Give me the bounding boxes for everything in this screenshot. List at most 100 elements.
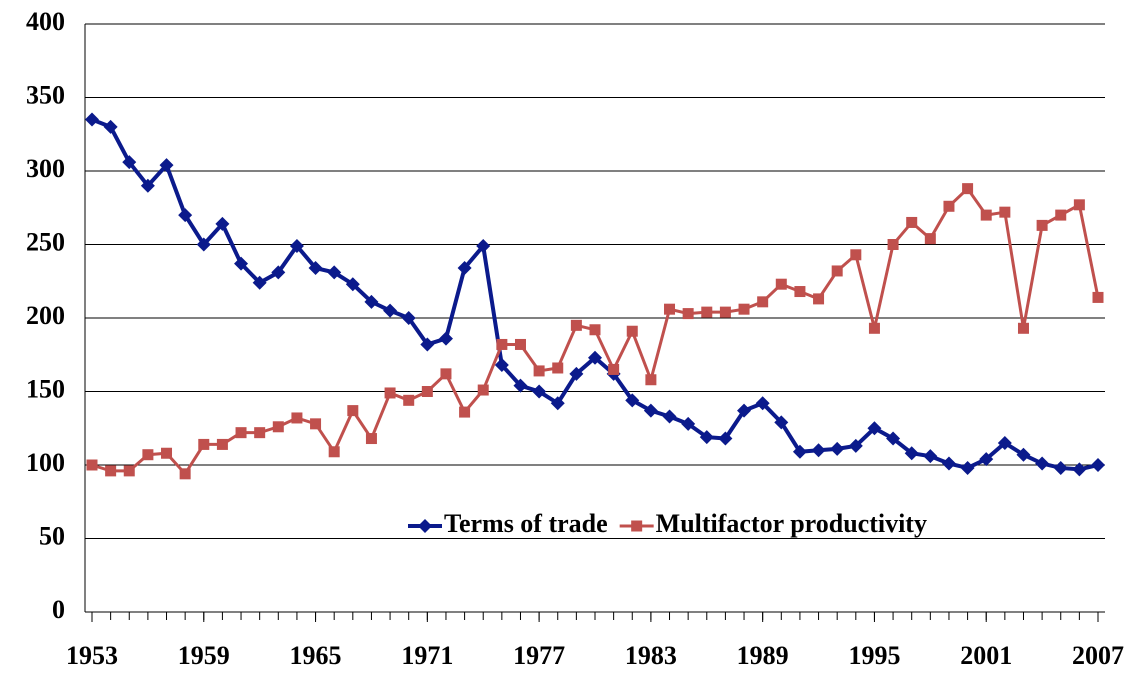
marker: [589, 324, 601, 336]
marker: [105, 465, 117, 477]
marker: [438, 331, 453, 346]
y-tick-label: 300: [26, 154, 65, 183]
marker: [476, 238, 491, 253]
marker: [867, 421, 882, 436]
marker: [830, 441, 845, 456]
marker: [941, 456, 956, 471]
marker: [923, 449, 938, 464]
marker: [457, 261, 472, 276]
marker: [86, 459, 98, 471]
marker: [440, 368, 452, 380]
marker: [234, 256, 249, 271]
marker: [699, 430, 714, 445]
marker: [308, 261, 323, 276]
marker: [365, 433, 377, 445]
marker: [291, 412, 303, 424]
marker: [235, 427, 247, 439]
x-tick-label: 1977: [513, 641, 565, 670]
marker: [701, 306, 713, 318]
marker: [289, 238, 304, 253]
marker: [906, 216, 918, 228]
marker: [999, 206, 1011, 218]
y-tick-label: 350: [26, 80, 65, 109]
marker: [123, 465, 135, 477]
marker: [664, 303, 676, 315]
marker: [924, 233, 936, 245]
marker: [496, 338, 508, 350]
x-tick-label: 2001: [960, 641, 1012, 670]
marker: [626, 325, 638, 337]
y-tick-label: 150: [26, 374, 65, 403]
marker: [681, 416, 696, 431]
marker: [848, 438, 863, 453]
marker: [384, 387, 396, 399]
marker: [813, 293, 825, 305]
marker: [494, 358, 509, 373]
marker: [643, 403, 658, 418]
marker: [997, 435, 1012, 450]
marker: [792, 444, 807, 459]
marker: [904, 446, 919, 461]
legend-marker: [631, 520, 643, 532]
marker: [886, 431, 901, 446]
x-tick-label: 1995: [848, 641, 900, 670]
marker: [831, 265, 843, 277]
marker: [532, 384, 547, 399]
marker: [271, 265, 286, 280]
marker: [625, 393, 640, 408]
marker: [588, 350, 602, 365]
y-tick-label: 400: [26, 7, 65, 36]
marker: [310, 418, 322, 430]
x-tick-label: 2007: [1072, 641, 1124, 670]
marker: [850, 249, 862, 261]
marker: [85, 112, 99, 127]
y-tick-label: 50: [39, 521, 65, 550]
marker: [403, 394, 415, 406]
series-line: [91, 117, 1099, 472]
marker: [254, 427, 266, 439]
marker: [682, 308, 694, 320]
marker: [142, 449, 154, 461]
marker: [1017, 322, 1029, 334]
marker: [811, 443, 826, 458]
legend-label: Multifactor productivity: [656, 509, 927, 538]
marker: [980, 209, 992, 221]
marker: [179, 468, 191, 480]
marker: [569, 366, 584, 381]
y-tick-label: 0: [52, 595, 65, 624]
y-tick-label: 100: [26, 448, 65, 477]
marker: [1035, 456, 1050, 471]
marker: [347, 405, 359, 417]
marker: [103, 119, 118, 134]
marker: [159, 158, 174, 173]
marker: [1092, 291, 1104, 303]
marker: [122, 155, 137, 170]
marker: [1073, 199, 1085, 211]
x-tick-label: 1983: [625, 641, 677, 670]
y-tick-label: 200: [26, 301, 65, 330]
marker: [1072, 462, 1087, 477]
marker: [757, 296, 769, 308]
marker: [962, 183, 974, 195]
x-tick-label: 1959: [178, 641, 230, 670]
marker: [738, 303, 750, 315]
legend: Terms of trade Multifactor productivity: [408, 509, 927, 538]
marker: [608, 363, 620, 375]
marker: [887, 239, 899, 250]
x-tick-label: 1953: [66, 641, 118, 670]
marker: [1091, 458, 1105, 472]
marker: [1016, 447, 1031, 462]
y-tick-label: 250: [26, 227, 65, 256]
marker: [196, 237, 211, 252]
marker: [513, 378, 528, 393]
marker: [459, 406, 471, 418]
marker: [161, 447, 173, 459]
marker: [943, 200, 955, 212]
marker: [645, 374, 657, 386]
legend-marker: [418, 519, 432, 533]
marker: [216, 438, 228, 450]
marker: [178, 208, 193, 223]
marker: [198, 438, 210, 450]
marker: [252, 275, 267, 290]
marker: [328, 446, 340, 458]
